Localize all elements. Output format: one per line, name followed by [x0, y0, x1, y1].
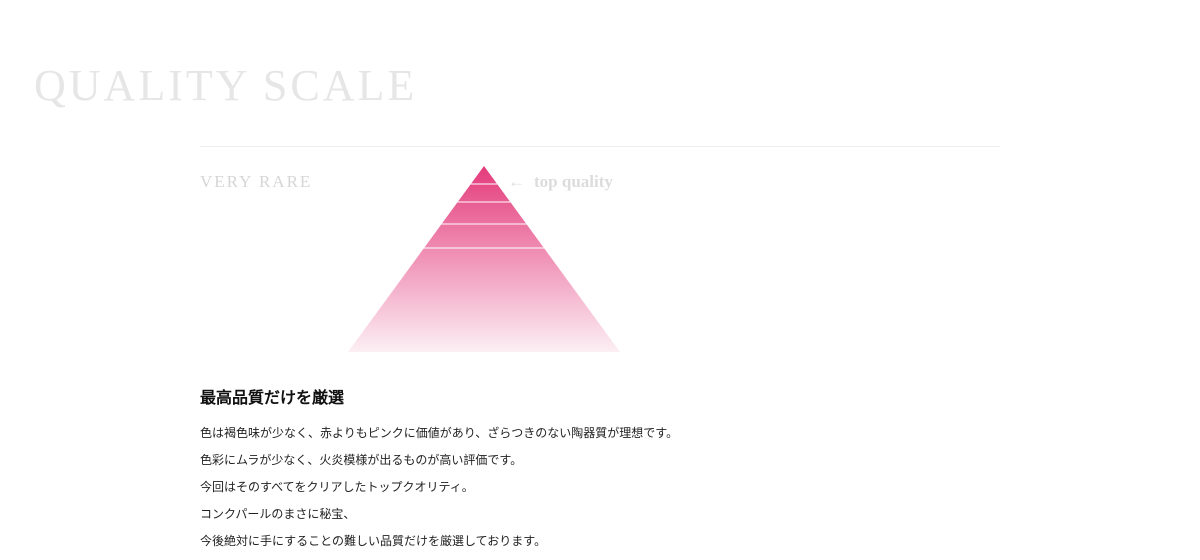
description-paragraph: 色は褐色味が少なく、赤よりもピンクに価値があり、ざらつきのない陶器質が理想です。…: [200, 422, 920, 553]
description-line: 今後絶対に手にすることの難しい品質だけを厳選しております。: [200, 530, 920, 553]
page-title: QUALITY SCALE: [34, 60, 417, 111]
description-line: 色は褐色味が少なく、赤よりもピンクに価値があり、ざらつきのない陶器質が理想です。: [200, 422, 920, 445]
very-rare-label: VERY RARE: [200, 172, 312, 192]
description-line: 今回はそのすべてをクリアしたトップクオリティ。: [200, 476, 920, 499]
description-line: コンクパールのまさに秘宝、: [200, 503, 920, 526]
description-line: 色彩にムラが少なく、火炎模様が出るものが高い評価です。: [200, 449, 920, 472]
subheading: 最高品質だけを厳選: [200, 384, 920, 408]
arrow-left-icon: ←: [508, 172, 525, 192]
divider: [200, 146, 1000, 147]
quality-scale-diagram: VERY RARE ← top quality: [200, 160, 1000, 360]
body-block: 最高品質だけを厳選 色は褐色味が少なく、赤よりもピンクに価値があり、ざらつきのな…: [200, 384, 920, 557]
top-quality-label: top quality: [534, 172, 613, 192]
pyramid-icon: [348, 166, 620, 352]
